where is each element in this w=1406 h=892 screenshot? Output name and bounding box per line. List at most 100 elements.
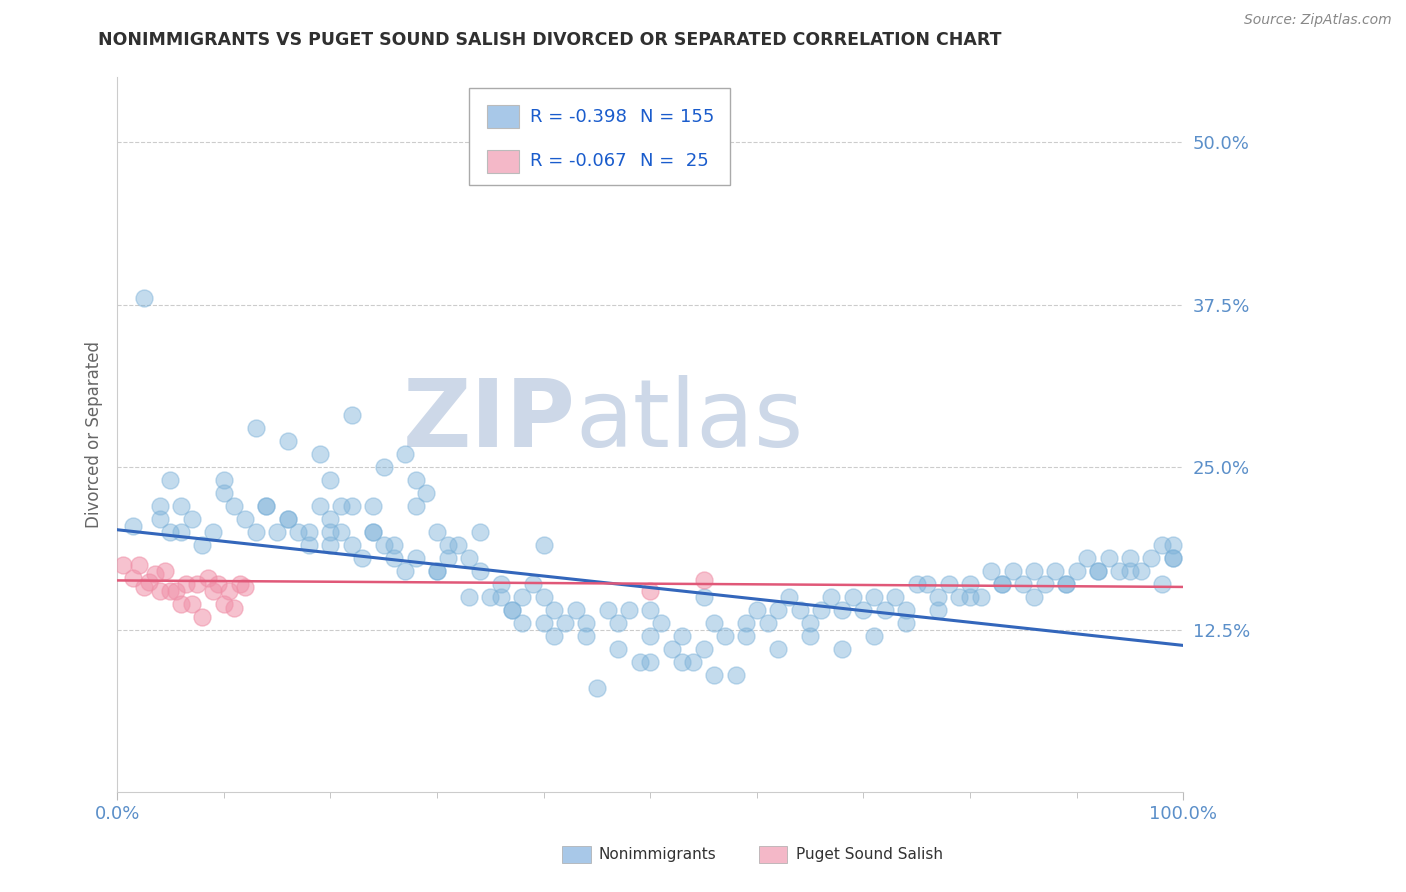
Point bbox=[149, 512, 172, 526]
Text: Source: ZipAtlas.com: Source: ZipAtlas.com bbox=[1244, 13, 1392, 28]
Point bbox=[405, 500, 427, 514]
Point bbox=[1001, 565, 1024, 579]
Point bbox=[1087, 565, 1109, 579]
Point bbox=[340, 500, 363, 514]
Point bbox=[447, 538, 470, 552]
Point bbox=[458, 551, 481, 566]
Point bbox=[831, 642, 853, 657]
Point bbox=[128, 558, 150, 572]
Point bbox=[522, 577, 544, 591]
Point bbox=[927, 591, 949, 605]
Point bbox=[319, 538, 342, 552]
Point bbox=[1140, 551, 1163, 566]
Point bbox=[501, 603, 523, 617]
Point bbox=[863, 629, 886, 643]
Point bbox=[266, 525, 288, 540]
Point bbox=[415, 486, 437, 500]
Point bbox=[277, 512, 299, 526]
Point bbox=[224, 600, 246, 615]
Point bbox=[745, 603, 768, 617]
Point bbox=[543, 603, 565, 617]
Point bbox=[543, 629, 565, 643]
Point bbox=[191, 538, 214, 552]
Point bbox=[501, 603, 523, 617]
Point bbox=[159, 583, 181, 598]
Point bbox=[330, 525, 353, 540]
Point bbox=[202, 525, 225, 540]
Text: R = -0.398: R = -0.398 bbox=[530, 108, 627, 126]
Point bbox=[638, 603, 661, 617]
Point bbox=[256, 500, 278, 514]
Point bbox=[489, 591, 512, 605]
Point bbox=[1161, 538, 1184, 552]
Point bbox=[170, 500, 193, 514]
Point bbox=[735, 629, 758, 643]
Point bbox=[149, 583, 172, 598]
Point bbox=[863, 591, 886, 605]
Point bbox=[692, 591, 714, 605]
Point bbox=[180, 597, 202, 611]
Point bbox=[1022, 591, 1045, 605]
Point bbox=[638, 656, 661, 670]
Point bbox=[917, 577, 939, 591]
Point bbox=[554, 616, 576, 631]
Point bbox=[153, 565, 176, 579]
Point bbox=[122, 571, 145, 585]
Point bbox=[319, 512, 342, 526]
Point bbox=[436, 551, 458, 566]
Point bbox=[948, 591, 970, 605]
Point bbox=[212, 486, 235, 500]
Point bbox=[373, 538, 395, 552]
Point bbox=[1087, 565, 1109, 579]
Point bbox=[1022, 565, 1045, 579]
Point bbox=[1150, 577, 1173, 591]
Point bbox=[1129, 565, 1152, 579]
Point bbox=[1119, 565, 1142, 579]
Point bbox=[607, 642, 630, 657]
Point bbox=[394, 565, 416, 579]
Point bbox=[650, 616, 672, 631]
Point bbox=[586, 681, 609, 696]
Point bbox=[714, 629, 737, 643]
Point bbox=[132, 292, 155, 306]
Point bbox=[799, 629, 821, 643]
Point bbox=[361, 500, 384, 514]
Point bbox=[202, 583, 225, 598]
Point bbox=[458, 591, 481, 605]
Point bbox=[287, 525, 309, 540]
Point bbox=[224, 500, 246, 514]
Point bbox=[1045, 565, 1067, 579]
Point bbox=[176, 577, 198, 591]
Point bbox=[884, 591, 907, 605]
Point bbox=[575, 616, 598, 631]
Point bbox=[233, 512, 256, 526]
Point bbox=[197, 571, 219, 585]
FancyBboxPatch shape bbox=[486, 150, 519, 172]
Point bbox=[959, 577, 981, 591]
Point bbox=[533, 538, 555, 552]
Point bbox=[186, 577, 208, 591]
Point bbox=[394, 447, 416, 461]
Text: ZIP: ZIP bbox=[402, 375, 575, 467]
Point bbox=[308, 447, 330, 461]
Point bbox=[533, 616, 555, 631]
Point bbox=[373, 460, 395, 475]
Point bbox=[852, 603, 875, 617]
Point bbox=[1108, 565, 1130, 579]
Point bbox=[692, 642, 714, 657]
Point bbox=[361, 525, 384, 540]
Point bbox=[111, 558, 134, 572]
Point bbox=[671, 656, 693, 670]
Point bbox=[617, 603, 640, 617]
Point bbox=[831, 603, 853, 617]
Point bbox=[873, 603, 896, 617]
Point bbox=[159, 474, 181, 488]
Point bbox=[382, 551, 405, 566]
Point bbox=[766, 603, 789, 617]
Point bbox=[1054, 577, 1077, 591]
Point bbox=[703, 616, 725, 631]
Point bbox=[533, 591, 555, 605]
Point bbox=[170, 525, 193, 540]
Text: R = -0.067: R = -0.067 bbox=[530, 152, 627, 170]
Point bbox=[159, 525, 181, 540]
